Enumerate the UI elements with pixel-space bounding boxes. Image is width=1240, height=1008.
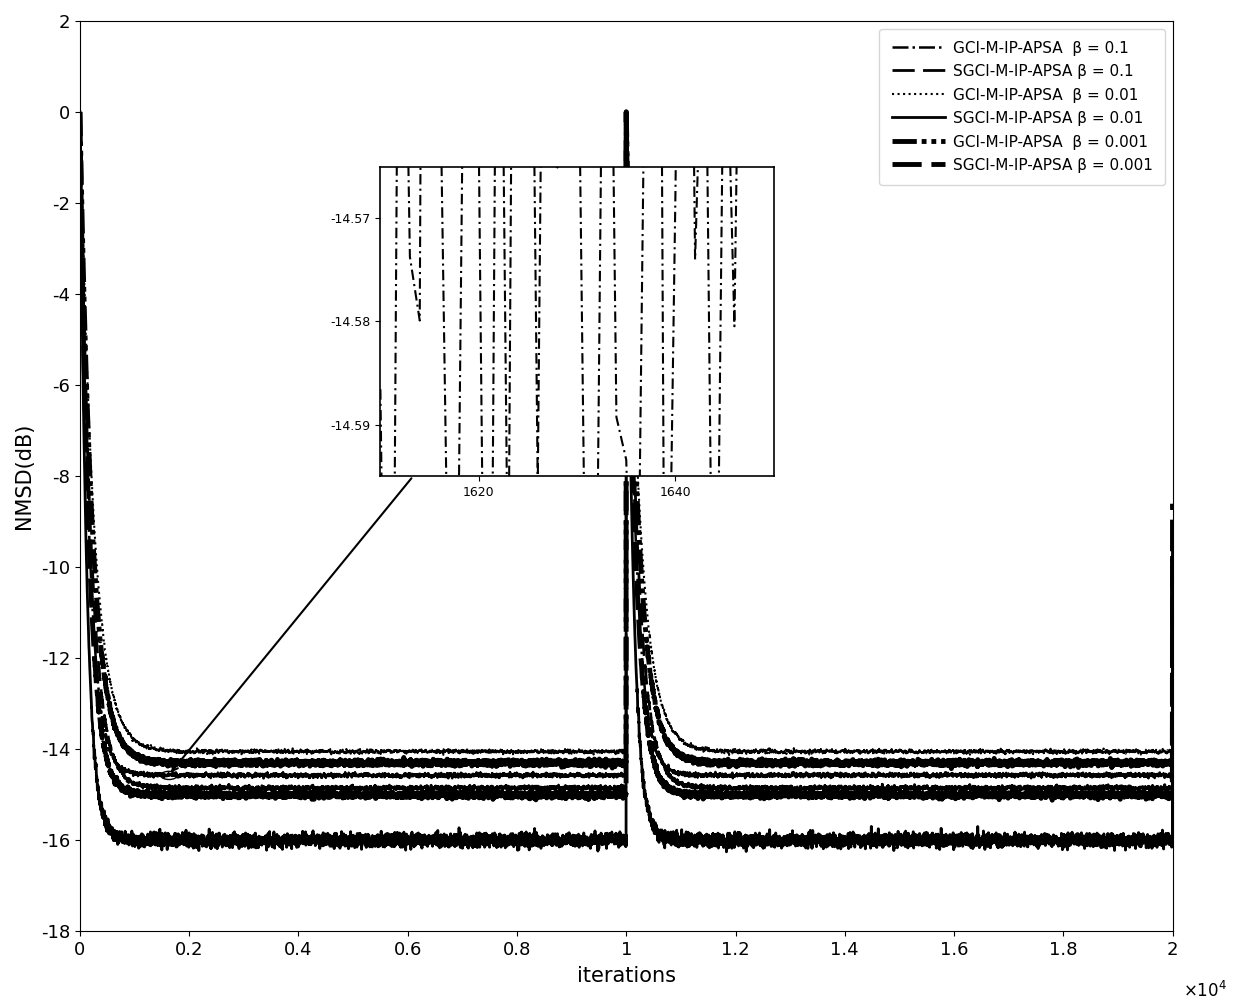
GCI-M-IP-APSA  β = 0.001 xyxy=(589,756,604,768)
GCI-M-IP-APSA  β = 0.01 xyxy=(589,747,604,759)
GCI-M-IP-APSA  β = 0.01 xyxy=(72,106,87,118)
GCI-M-IP-APSA  β = 0.1 xyxy=(589,768,604,780)
GCI-M-IP-APSA  β = 0.001 xyxy=(345,759,360,771)
Line: SGCI-M-IP-APSA β = 0.01: SGCI-M-IP-APSA β = 0.01 xyxy=(79,112,1173,852)
SGCI-M-IP-APSA β = 0.01 xyxy=(1166,545,1180,557)
GCI-M-IP-APSA  β = 0.1 xyxy=(1095,769,1110,781)
SGCI-M-IP-APSA β = 0.001 xyxy=(1166,498,1180,510)
SGCI-M-IP-APSA β = 0.1 xyxy=(1095,781,1110,793)
SGCI-M-IP-APSA β = 0.01 xyxy=(1095,832,1110,844)
GCI-M-IP-APSA  β = 0.01 xyxy=(345,745,360,757)
SGCI-M-IP-APSA β = 0.1 xyxy=(72,106,87,118)
SGCI-M-IP-APSA β = 0.1 xyxy=(589,782,604,794)
SGCI-M-IP-APSA β = 0.001 xyxy=(1045,794,1060,806)
Y-axis label: NMSD(dB): NMSD(dB) xyxy=(14,423,33,529)
SGCI-M-IP-APSA β = 0.01 xyxy=(72,106,87,118)
GCI-M-IP-APSA  β = 0.001 xyxy=(854,755,869,767)
GCI-M-IP-APSA  β = 0.001 xyxy=(1166,539,1180,551)
GCI-M-IP-APSA  β = 0.1 xyxy=(733,768,748,780)
Line: SGCI-M-IP-APSA β = 0.001: SGCI-M-IP-APSA β = 0.001 xyxy=(79,112,1173,800)
X-axis label: iterations: iterations xyxy=(577,966,676,986)
SGCI-M-IP-APSA β = 0.01 xyxy=(345,833,360,845)
SGCI-M-IP-APSA β = 0.001 xyxy=(1095,789,1110,801)
Text: $\times10^4$: $\times10^4$ xyxy=(1183,982,1228,1002)
SGCI-M-IP-APSA β = 0.001 xyxy=(345,790,360,802)
SGCI-M-IP-APSA β = 0.01 xyxy=(719,846,734,858)
GCI-M-IP-APSA  β = 0.001 xyxy=(1095,757,1110,769)
GCI-M-IP-APSA  β = 0.1 xyxy=(511,772,526,784)
SGCI-M-IP-APSA β = 0.001 xyxy=(589,788,604,800)
GCI-M-IP-APSA  β = 0.01 xyxy=(1166,531,1180,543)
SGCI-M-IP-APSA β = 0.01 xyxy=(589,832,604,844)
SGCI-M-IP-APSA β = 0.01 xyxy=(733,829,748,841)
GCI-M-IP-APSA  β = 0.1 xyxy=(774,770,789,782)
SGCI-M-IP-APSA β = 0.1 xyxy=(1166,529,1180,541)
Line: GCI-M-IP-APSA  β = 0.001: GCI-M-IP-APSA β = 0.001 xyxy=(79,112,1173,769)
SGCI-M-IP-APSA β = 0.1 xyxy=(345,780,360,792)
Line: GCI-M-IP-APSA  β = 0.01: GCI-M-IP-APSA β = 0.01 xyxy=(79,112,1173,755)
GCI-M-IP-APSA  β = 0.1 xyxy=(854,769,869,781)
GCI-M-IP-APSA  β = 0.1 xyxy=(1166,520,1180,532)
SGCI-M-IP-APSA β = 0.001 xyxy=(774,787,789,799)
SGCI-M-IP-APSA β = 0.01 xyxy=(854,835,869,847)
GCI-M-IP-APSA  β = 0.01 xyxy=(774,745,789,757)
SGCI-M-IP-APSA β = 0.1 xyxy=(733,782,748,794)
GCI-M-IP-APSA  β = 0.001 xyxy=(733,754,748,766)
GCI-M-IP-APSA  β = 0.01 xyxy=(854,746,869,758)
Line: GCI-M-IP-APSA  β = 0.1: GCI-M-IP-APSA β = 0.1 xyxy=(79,112,1173,778)
GCI-M-IP-APSA  β = 0.001 xyxy=(944,763,959,775)
SGCI-M-IP-APSA β = 0.1 xyxy=(774,783,789,795)
GCI-M-IP-APSA  β = 0.001 xyxy=(72,106,87,118)
SGCI-M-IP-APSA β = 0.001 xyxy=(733,789,748,801)
SGCI-M-IP-APSA β = 0.001 xyxy=(72,106,87,118)
Line: SGCI-M-IP-APSA β = 0.1: SGCI-M-IP-APSA β = 0.1 xyxy=(79,112,1173,791)
GCI-M-IP-APSA  β = 0.001 xyxy=(774,756,789,768)
SGCI-M-IP-APSA β = 0.1 xyxy=(854,782,869,794)
SGCI-M-IP-APSA β = 0.01 xyxy=(774,836,789,848)
GCI-M-IP-APSA  β = 0.01 xyxy=(733,746,748,758)
GCI-M-IP-APSA  β = 0.1 xyxy=(72,106,87,118)
GCI-M-IP-APSA  β = 0.01 xyxy=(722,749,737,761)
GCI-M-IP-APSA  β = 0.01 xyxy=(1095,745,1110,757)
SGCI-M-IP-APSA β = 0.001 xyxy=(854,788,869,800)
Legend: GCI-M-IP-APSA  β = 0.1, SGCI-M-IP-APSA β = 0.1, GCI-M-IP-APSA  β = 0.01, SGCI-M-: GCI-M-IP-APSA β = 0.1, SGCI-M-IP-APSA β … xyxy=(879,28,1164,185)
SGCI-M-IP-APSA β = 0.1 xyxy=(212,785,227,797)
GCI-M-IP-APSA  β = 0.1 xyxy=(345,768,360,780)
